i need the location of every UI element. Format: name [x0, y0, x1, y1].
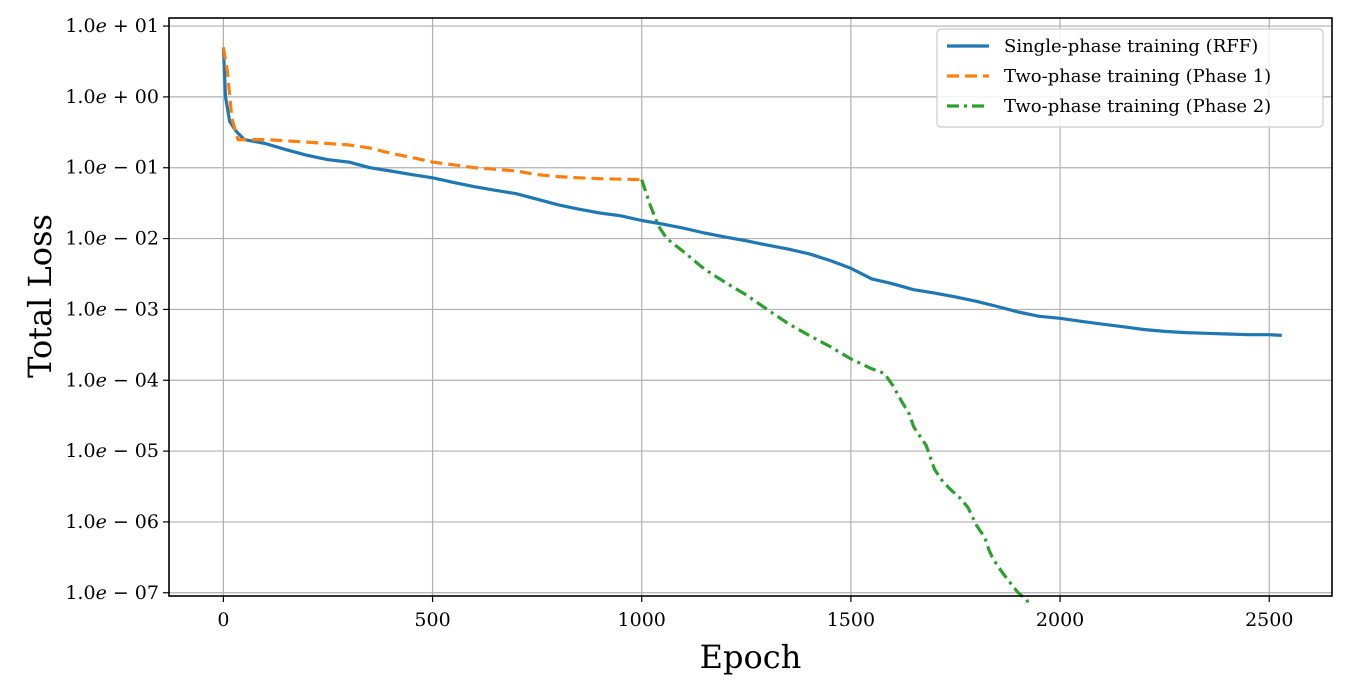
y-tick-label: 1.0e − 03 — [65, 298, 159, 320]
plot-frame — [168, 17, 1333, 597]
x-tick-label: 0 — [217, 609, 229, 631]
x-tick-label: 500 — [414, 609, 450, 631]
x-tick-label: 2000 — [1036, 609, 1084, 631]
x-axis: 0 500 1000 1500 2000 2500 — [217, 596, 1293, 631]
series-lines — [221, 47, 1282, 605]
y-tick-label: 1.0e − 02 — [65, 228, 159, 250]
y-tick-label: 1.0e − 07 — [65, 582, 159, 604]
legend-box — [936, 28, 1324, 128]
x-tick-label: 1000 — [618, 609, 666, 631]
y-tick-label: 1.0e − 04 — [65, 369, 159, 391]
y-tick-label: 1.0e + 00 — [65, 86, 159, 108]
y-tick-label: 1.0e + 01 — [65, 15, 159, 37]
legend-label: Single-phase training (RFF) — [1004, 36, 1258, 57]
x-tick-label: 2500 — [1245, 609, 1293, 631]
legend-label: Two-phase training (Phase 1) — [1004, 66, 1271, 87]
y-axis: 1.0e + 01 1.0e + 00 1.0e − 01 1.0e − 02 1.0e… — [65, 15, 169, 604]
y-axis-label: Total Loss — [21, 214, 59, 378]
legend-label: Two-phase training (Phase 2) — [1004, 96, 1271, 117]
series-line-1 — [221, 47, 1282, 337]
y-tick-label: 1.0e − 05 — [65, 440, 159, 462]
series-line-2 — [221, 47, 642, 182]
series-line-3 — [640, 179, 1031, 605]
y-tick-label: 1.0e − 06 — [65, 511, 159, 533]
x-axis-label: Epoch — [700, 638, 802, 676]
y-tick-label: 1.0e − 01 — [65, 157, 159, 179]
x-tick-label: 1500 — [827, 609, 875, 631]
legend: Single-phase training (RFF) Two-phase tra… — [936, 28, 1324, 128]
